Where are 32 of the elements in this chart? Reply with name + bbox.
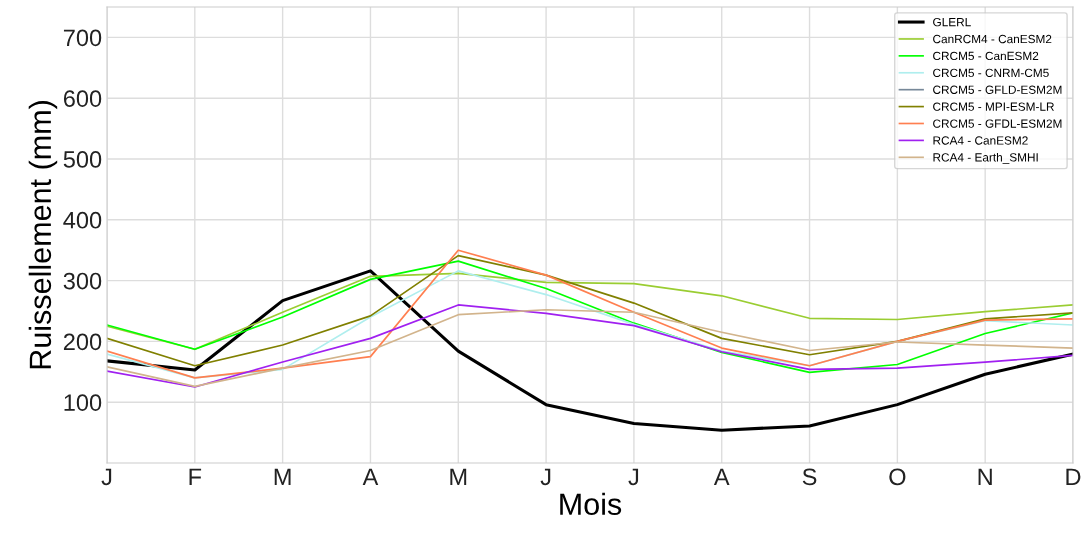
y-tick-label: 500 <box>63 151 102 168</box>
y-axis-title: Ruissellement (mm) <box>28 101 58 369</box>
x-tick-label: S <box>802 468 817 486</box>
x-tick-label: F <box>189 468 202 485</box>
x-tick-label: J <box>540 468 551 486</box>
legend-label: CRCM5 - GFDL-ESM2M <box>933 119 1062 128</box>
x-tick-label: J <box>101 468 112 486</box>
legend-label: RCA4 - Earth_SMHI <box>933 152 1038 164</box>
x-tick-label: D <box>1066 468 1081 485</box>
x-tick-label: A <box>362 468 379 485</box>
line-series <box>107 269 1073 432</box>
x-tick-label: J <box>628 468 639 486</box>
x-tick-label: N <box>978 468 992 485</box>
y-tick-label: 600 <box>63 90 102 107</box>
y-tick-label: 300 <box>63 272 102 290</box>
y-tick-label: 200 <box>63 333 102 351</box>
legend-label: CRCM5 - MPI-ESM-LR <box>933 102 1054 111</box>
line-series <box>107 272 1073 351</box>
legend-label: CanRCM4 - CanESM2 <box>933 34 1052 44</box>
y-tick-label: 400 <box>63 211 102 229</box>
x-tick-label: M <box>450 468 467 485</box>
legend-label: GLERL <box>933 17 971 27</box>
y-tick-label: 100 <box>64 394 102 411</box>
x-tick-label: O <box>889 468 906 486</box>
x-axis-title: Mois <box>560 492 622 516</box>
legend-label: RCA4 - CanESM2 <box>933 136 1028 145</box>
legend-label: CRCM5 - CanESM2 <box>933 51 1039 61</box>
x-tick-label: M <box>274 468 291 485</box>
legend-label: CRCM5 - CNRM-CM5 <box>933 68 1049 78</box>
legend-label: CRCM5 - GFLD-ESM2M <box>933 85 1062 94</box>
y-tick-label: 700 <box>63 29 102 47</box>
x-tick-label: A <box>713 468 730 485</box>
